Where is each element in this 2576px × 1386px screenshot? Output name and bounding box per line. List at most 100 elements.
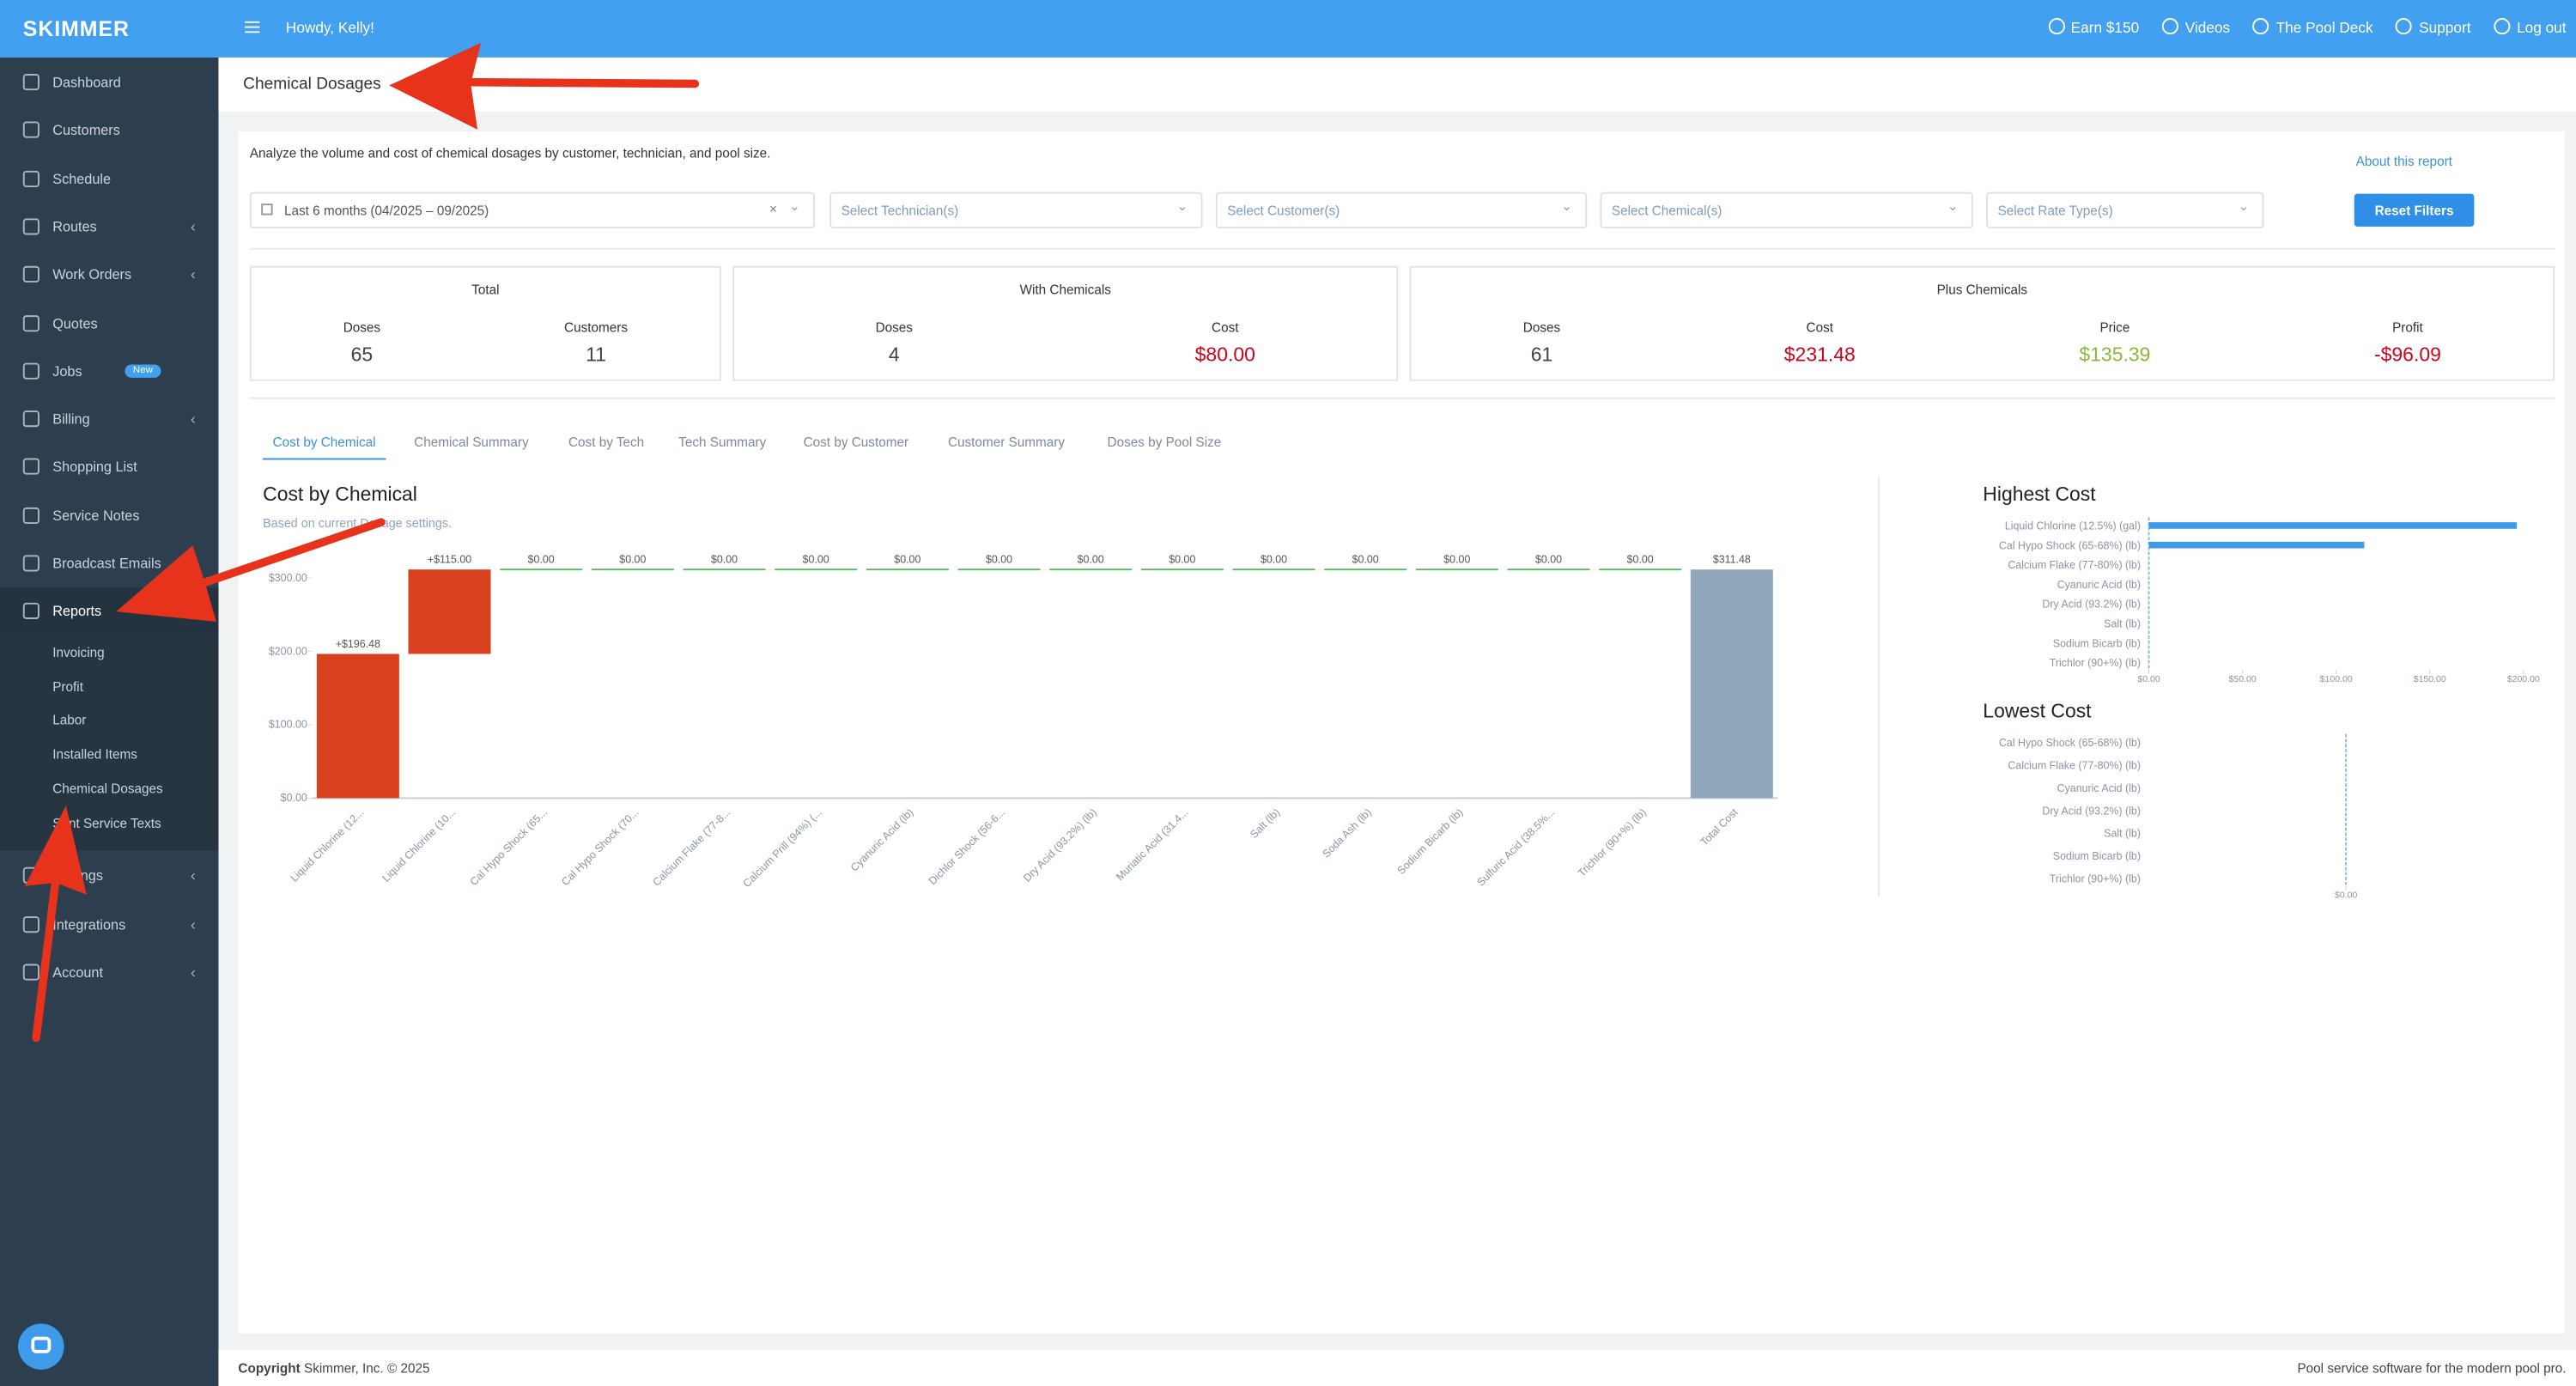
- chart-subtitle: Based on current Dosage settings.: [263, 517, 452, 531]
- y-tick-label: $300.00: [269, 572, 307, 584]
- y-tick-label: Trichlor (90+%) (lb): [2050, 872, 2141, 884]
- top-link[interactable]: Log out: [2494, 18, 2566, 36]
- nav-label: Customers: [52, 122, 120, 139]
- reset-filters-button[interactable]: Reset Filters: [2354, 193, 2475, 227]
- submenu-item[interactable]: Invoicing: [52, 645, 105, 660]
- y-tick-label: Liquid Chlorine (12.5%) (gal): [2005, 520, 2141, 532]
- nav-item[interactable]: Customers: [0, 106, 218, 155]
- y-tick-label: Salt (lb): [2104, 828, 2141, 840]
- report-panel: [238, 131, 2565, 1334]
- filter-select[interactable]: Select Technician(s): [829, 191, 1203, 228]
- y-tick-label: $0.00: [281, 792, 307, 804]
- nav-item[interactable]: Service Notes: [0, 491, 218, 539]
- value-label: $0.00: [986, 554, 1012, 566]
- tab[interactable]: Doses by Pool Size: [1107, 435, 1222, 450]
- nav-item[interactable]: Integrations ‹: [0, 900, 218, 948]
- stat-label: Cost: [1806, 319, 1834, 336]
- tab[interactable]: Cost by Chemical: [263, 435, 386, 460]
- filter-select[interactable]: Select Customer(s): [1215, 191, 1588, 228]
- nav-item[interactable]: Work Orders ‹: [0, 251, 218, 299]
- waterfall-bar: [316, 653, 399, 799]
- nav-item[interactable]: Schedule: [0, 155, 218, 203]
- y-tick-label: Cyanuric Acid (lb): [2057, 782, 2141, 794]
- tab[interactable]: Tech Summary: [678, 435, 767, 450]
- nav-chevron: ‹: [190, 410, 196, 428]
- bar: [2148, 522, 2518, 529]
- nav-icon: [22, 410, 39, 428]
- y-tick-label: $100.00: [269, 719, 307, 731]
- top-links: Earn $150 Videos The Pool Deck Support Log o…: [2048, 18, 2567, 36]
- nav-chevron: ‹: [190, 964, 196, 982]
- copyright-label: Copyright: [238, 1361, 301, 1377]
- top-link[interactable]: Earn $150: [2048, 18, 2139, 36]
- value-label: $0.00: [1443, 554, 1470, 566]
- footer: Copyright Skimmer, Inc. © 2025 Pool serv…: [218, 1349, 2576, 1386]
- nav-icon: [22, 218, 39, 235]
- tab[interactable]: Cost by Tech: [568, 435, 645, 450]
- nav-item[interactable]: Shopping List: [0, 443, 218, 491]
- x-tick-label: Total Cost: [1698, 805, 1741, 848]
- card-title: With Chemicals: [1019, 282, 1111, 298]
- nav-label: Integrations: [52, 915, 126, 933]
- nav-icon: [22, 603, 39, 620]
- top-link[interactable]: The Pool Deck: [2253, 18, 2373, 36]
- nav-item[interactable]: Billing ‹: [0, 395, 218, 443]
- separator: [249, 397, 2555, 399]
- menu-toggle[interactable]: [245, 21, 260, 33]
- filter-select[interactable]: Select Rate Type(s): [1986, 191, 2264, 228]
- y-tick-label: Cal Hypo Shock (65-68%) (lb): [1999, 539, 2141, 551]
- nav-label: Billing: [52, 410, 90, 428]
- x-tick-label: Sulfuric Acid (38.5%...: [1474, 806, 1557, 889]
- tab[interactable]: Chemical Summary: [414, 435, 529, 450]
- page-title: Chemical Dosages: [243, 75, 381, 94]
- filter-select[interactable]: Last 6 months (04/2025 – 09/2025) ×: [249, 191, 815, 228]
- value-label: $0.00: [1169, 554, 1195, 566]
- value-label: $0.00: [711, 554, 738, 566]
- y-tick-label: Salt (lb): [2104, 618, 2141, 630]
- tab[interactable]: Cost by Customer: [803, 435, 909, 450]
- top-link[interactable]: Support: [2396, 18, 2470, 36]
- stat-label: Doses: [1522, 319, 1561, 336]
- stat-value: 61: [1530, 343, 1553, 367]
- nav-label: Service Notes: [52, 507, 140, 524]
- nav-label: Quotes: [52, 314, 98, 331]
- nav-icon: [22, 314, 39, 331]
- nav-icon: [22, 122, 39, 139]
- nav-item[interactable]: Quotes: [0, 299, 218, 347]
- card-stats: Doses 61 Cost $231.48 Price $135.39 Profit -$96…: [1411, 320, 2553, 367]
- calendar-icon: [261, 204, 273, 216]
- stat: Price $135.39: [2079, 320, 2150, 367]
- submenu-item[interactable]: Labor: [52, 713, 87, 729]
- chat-button[interactable]: [18, 1323, 64, 1370]
- clear-icon[interactable]: ×: [769, 202, 777, 217]
- nav-item[interactable]: Jobs New: [0, 347, 218, 395]
- value-label: $0.00: [528, 554, 555, 566]
- x-tick-label: $150.00: [2414, 674, 2446, 684]
- submenu-item[interactable]: Profit: [52, 679, 83, 695]
- filter-select[interactable]: Select Chemical(s): [1600, 191, 1973, 228]
- tab[interactable]: Customer Summary: [947, 435, 1066, 450]
- logo[interactable]: SKIMMER: [22, 16, 130, 41]
- chart-title: Cost by Chemical: [263, 483, 417, 505]
- tagline: Pool service software for the modern poo…: [2297, 1361, 2567, 1377]
- x-tick-label: Calcium Flake (77-8...: [650, 806, 732, 889]
- card-stats: Doses 4 Cost $80.00: [734, 320, 1396, 367]
- top-link[interactable]: Videos: [2162, 18, 2230, 36]
- submenu-item[interactable]: Chemical Dosages: [52, 781, 163, 797]
- summary-card: With Chemicals Doses 4 Cost $80.00: [732, 265, 1399, 381]
- nav-item[interactable]: Routes ‹: [0, 203, 218, 251]
- nav-label: Account: [52, 964, 103, 982]
- value-label: $0.00: [1261, 554, 1287, 566]
- nav-item[interactable]: Dashboard: [0, 58, 218, 106]
- report-description: Analyze the volume and cost of chemical …: [249, 146, 771, 161]
- y-tick-label: Cal Hypo Shock (65-68%) (lb): [1999, 737, 2141, 749]
- about-link[interactable]: About this report: [2355, 154, 2452, 169]
- x-tick-label: Trichlor (90+%) (lb): [1576, 806, 1649, 879]
- x-tick-label: $0.00: [2335, 891, 2357, 901]
- stat-value: -$96.09: [2374, 343, 2441, 367]
- card-title: Plus Chemicals: [1936, 282, 2028, 298]
- stat-value: 11: [586, 343, 606, 367]
- nav-badge: New: [125, 364, 161, 378]
- submenu-item[interactable]: Installed Items: [52, 747, 137, 763]
- x-tick-label: Sodium Bicarb (lb): [1394, 806, 1465, 877]
